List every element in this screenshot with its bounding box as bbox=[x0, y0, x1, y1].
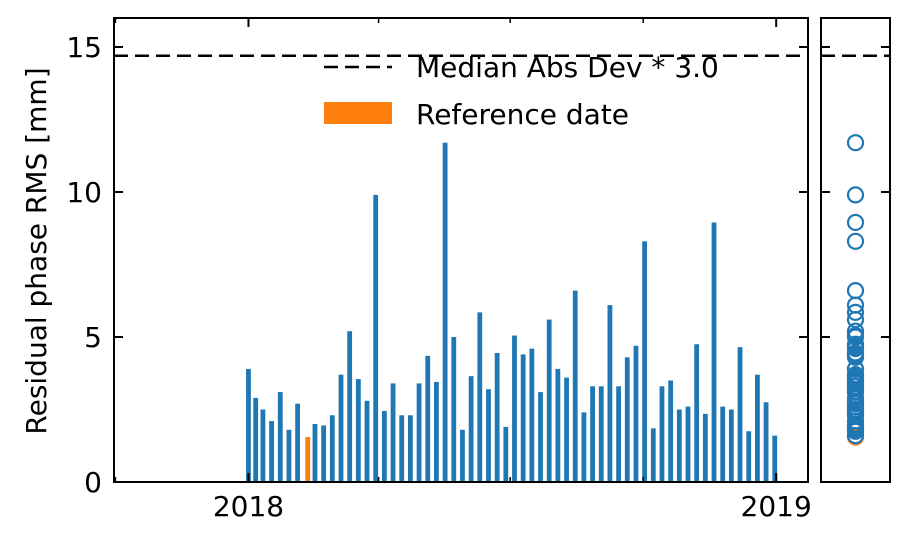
bar bbox=[468, 376, 474, 482]
bar bbox=[295, 403, 301, 482]
bar bbox=[737, 347, 743, 482]
bar bbox=[555, 368, 561, 482]
bar bbox=[633, 345, 639, 482]
side-point bbox=[846, 405, 865, 423]
bar bbox=[564, 377, 569, 482]
bar bbox=[572, 290, 578, 482]
bar bbox=[451, 337, 457, 482]
bar bbox=[581, 412, 587, 482]
legend: Median Abs Dev * 3.0 Reference date bbox=[324, 51, 719, 131]
side-point bbox=[846, 282, 865, 300]
bar bbox=[772, 435, 778, 482]
bar bbox=[755, 374, 760, 482]
bar bbox=[434, 381, 439, 482]
main-plot-frame bbox=[113, 17, 809, 483]
bar bbox=[477, 312, 483, 482]
bar bbox=[399, 415, 405, 482]
y-tick-label: 5 bbox=[84, 321, 102, 354]
bar bbox=[277, 392, 283, 482]
side-point bbox=[846, 366, 865, 384]
legend-entry-threshold: Median Abs Dev * 3.0 bbox=[416, 51, 719, 84]
bars bbox=[246, 142, 778, 482]
bar bbox=[416, 383, 422, 482]
bar bbox=[746, 431, 752, 482]
side-point bbox=[846, 213, 865, 232]
side-point bbox=[846, 427, 865, 445]
bar bbox=[520, 354, 526, 482]
side-point bbox=[846, 338, 865, 356]
bar bbox=[538, 392, 543, 482]
bar bbox=[408, 415, 413, 482]
bar bbox=[338, 374, 344, 482]
bar bbox=[355, 379, 361, 482]
y-axis-label: Residual phase RMS [mm] bbox=[20, 67, 53, 434]
y-tick-label: 10 bbox=[66, 176, 102, 209]
side-point bbox=[846, 134, 865, 152]
bar bbox=[616, 386, 621, 482]
bar bbox=[286, 429, 292, 482]
bar bbox=[373, 194, 379, 482]
bar bbox=[486, 389, 491, 482]
bar bbox=[763, 402, 769, 482]
bar bbox=[321, 425, 327, 482]
bar bbox=[390, 383, 396, 482]
bar bbox=[685, 406, 691, 482]
legend-entry-reference: Reference date bbox=[416, 98, 629, 131]
bar bbox=[381, 410, 387, 482]
bar bbox=[347, 331, 353, 482]
side-point bbox=[846, 360, 865, 378]
side-point bbox=[846, 393, 865, 411]
bar bbox=[711, 222, 717, 482]
side-plot-frame bbox=[820, 17, 891, 483]
bar bbox=[607, 305, 613, 482]
legend-patch-swatch bbox=[324, 102, 392, 124]
bar bbox=[598, 386, 604, 482]
bar bbox=[512, 335, 517, 482]
bar bbox=[269, 421, 274, 482]
bar bbox=[624, 357, 630, 482]
bar bbox=[590, 386, 595, 482]
x-tick-label: 2018 bbox=[213, 490, 284, 523]
bar bbox=[253, 397, 259, 482]
bar bbox=[246, 368, 251, 482]
bar bbox=[642, 241, 648, 482]
side-point bbox=[846, 303, 865, 321]
bar bbox=[650, 428, 656, 482]
bar bbox=[312, 424, 318, 482]
bar bbox=[720, 406, 726, 482]
side-point bbox=[846, 400, 865, 419]
side-point bbox=[846, 232, 865, 250]
bar bbox=[546, 319, 552, 482]
bar bbox=[329, 415, 335, 482]
side-point bbox=[846, 186, 865, 204]
bar bbox=[260, 409, 266, 482]
y-tick-label: 0 bbox=[84, 466, 102, 499]
bar bbox=[728, 409, 734, 482]
side-points bbox=[846, 134, 865, 446]
y-tick-label: 15 bbox=[66, 31, 102, 64]
side-point bbox=[846, 371, 865, 390]
side-point bbox=[846, 296, 865, 314]
bar bbox=[694, 344, 700, 482]
bar bbox=[425, 355, 431, 482]
bar bbox=[702, 413, 708, 482]
bar bbox=[659, 386, 665, 482]
bar-reference bbox=[305, 437, 311, 482]
side-panel bbox=[820, 17, 891, 483]
bar bbox=[460, 429, 465, 482]
bar bbox=[503, 426, 509, 482]
bar bbox=[442, 142, 448, 482]
side-point bbox=[846, 422, 865, 440]
bar bbox=[364, 400, 370, 482]
side-point bbox=[846, 348, 865, 366]
bar bbox=[529, 348, 535, 482]
y-ticks: 0 5 10 15 bbox=[66, 31, 808, 499]
bar bbox=[676, 409, 682, 482]
bar bbox=[668, 380, 674, 482]
bar bbox=[494, 352, 500, 482]
main-panel: 0 5 10 15 2018 2019 Median Abs Dev * 3.0 Ref… bbox=[66, 17, 812, 523]
x-tick-label: 2019 bbox=[741, 490, 812, 523]
